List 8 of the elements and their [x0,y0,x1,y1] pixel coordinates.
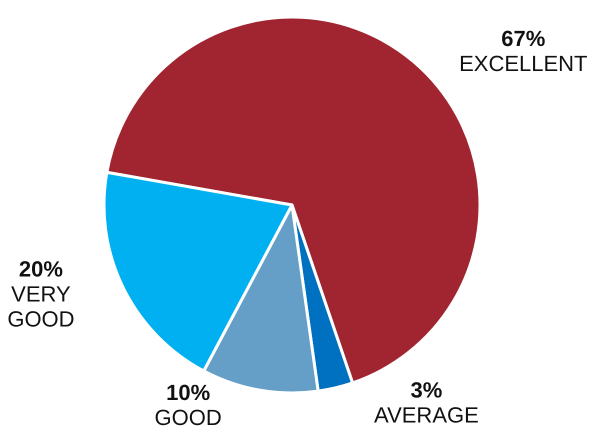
data-label: 3% [410,377,442,402]
slice-label: GOOD [154,404,222,430]
slice-label: EXCELLENT [459,50,588,76]
data-label: 10% [166,380,210,405]
slice-label: VERY GOOD [7,281,75,332]
data-label: 20% [18,256,63,282]
slice-label: AVERAGE [374,402,479,428]
data-label: 67% [501,26,546,51]
